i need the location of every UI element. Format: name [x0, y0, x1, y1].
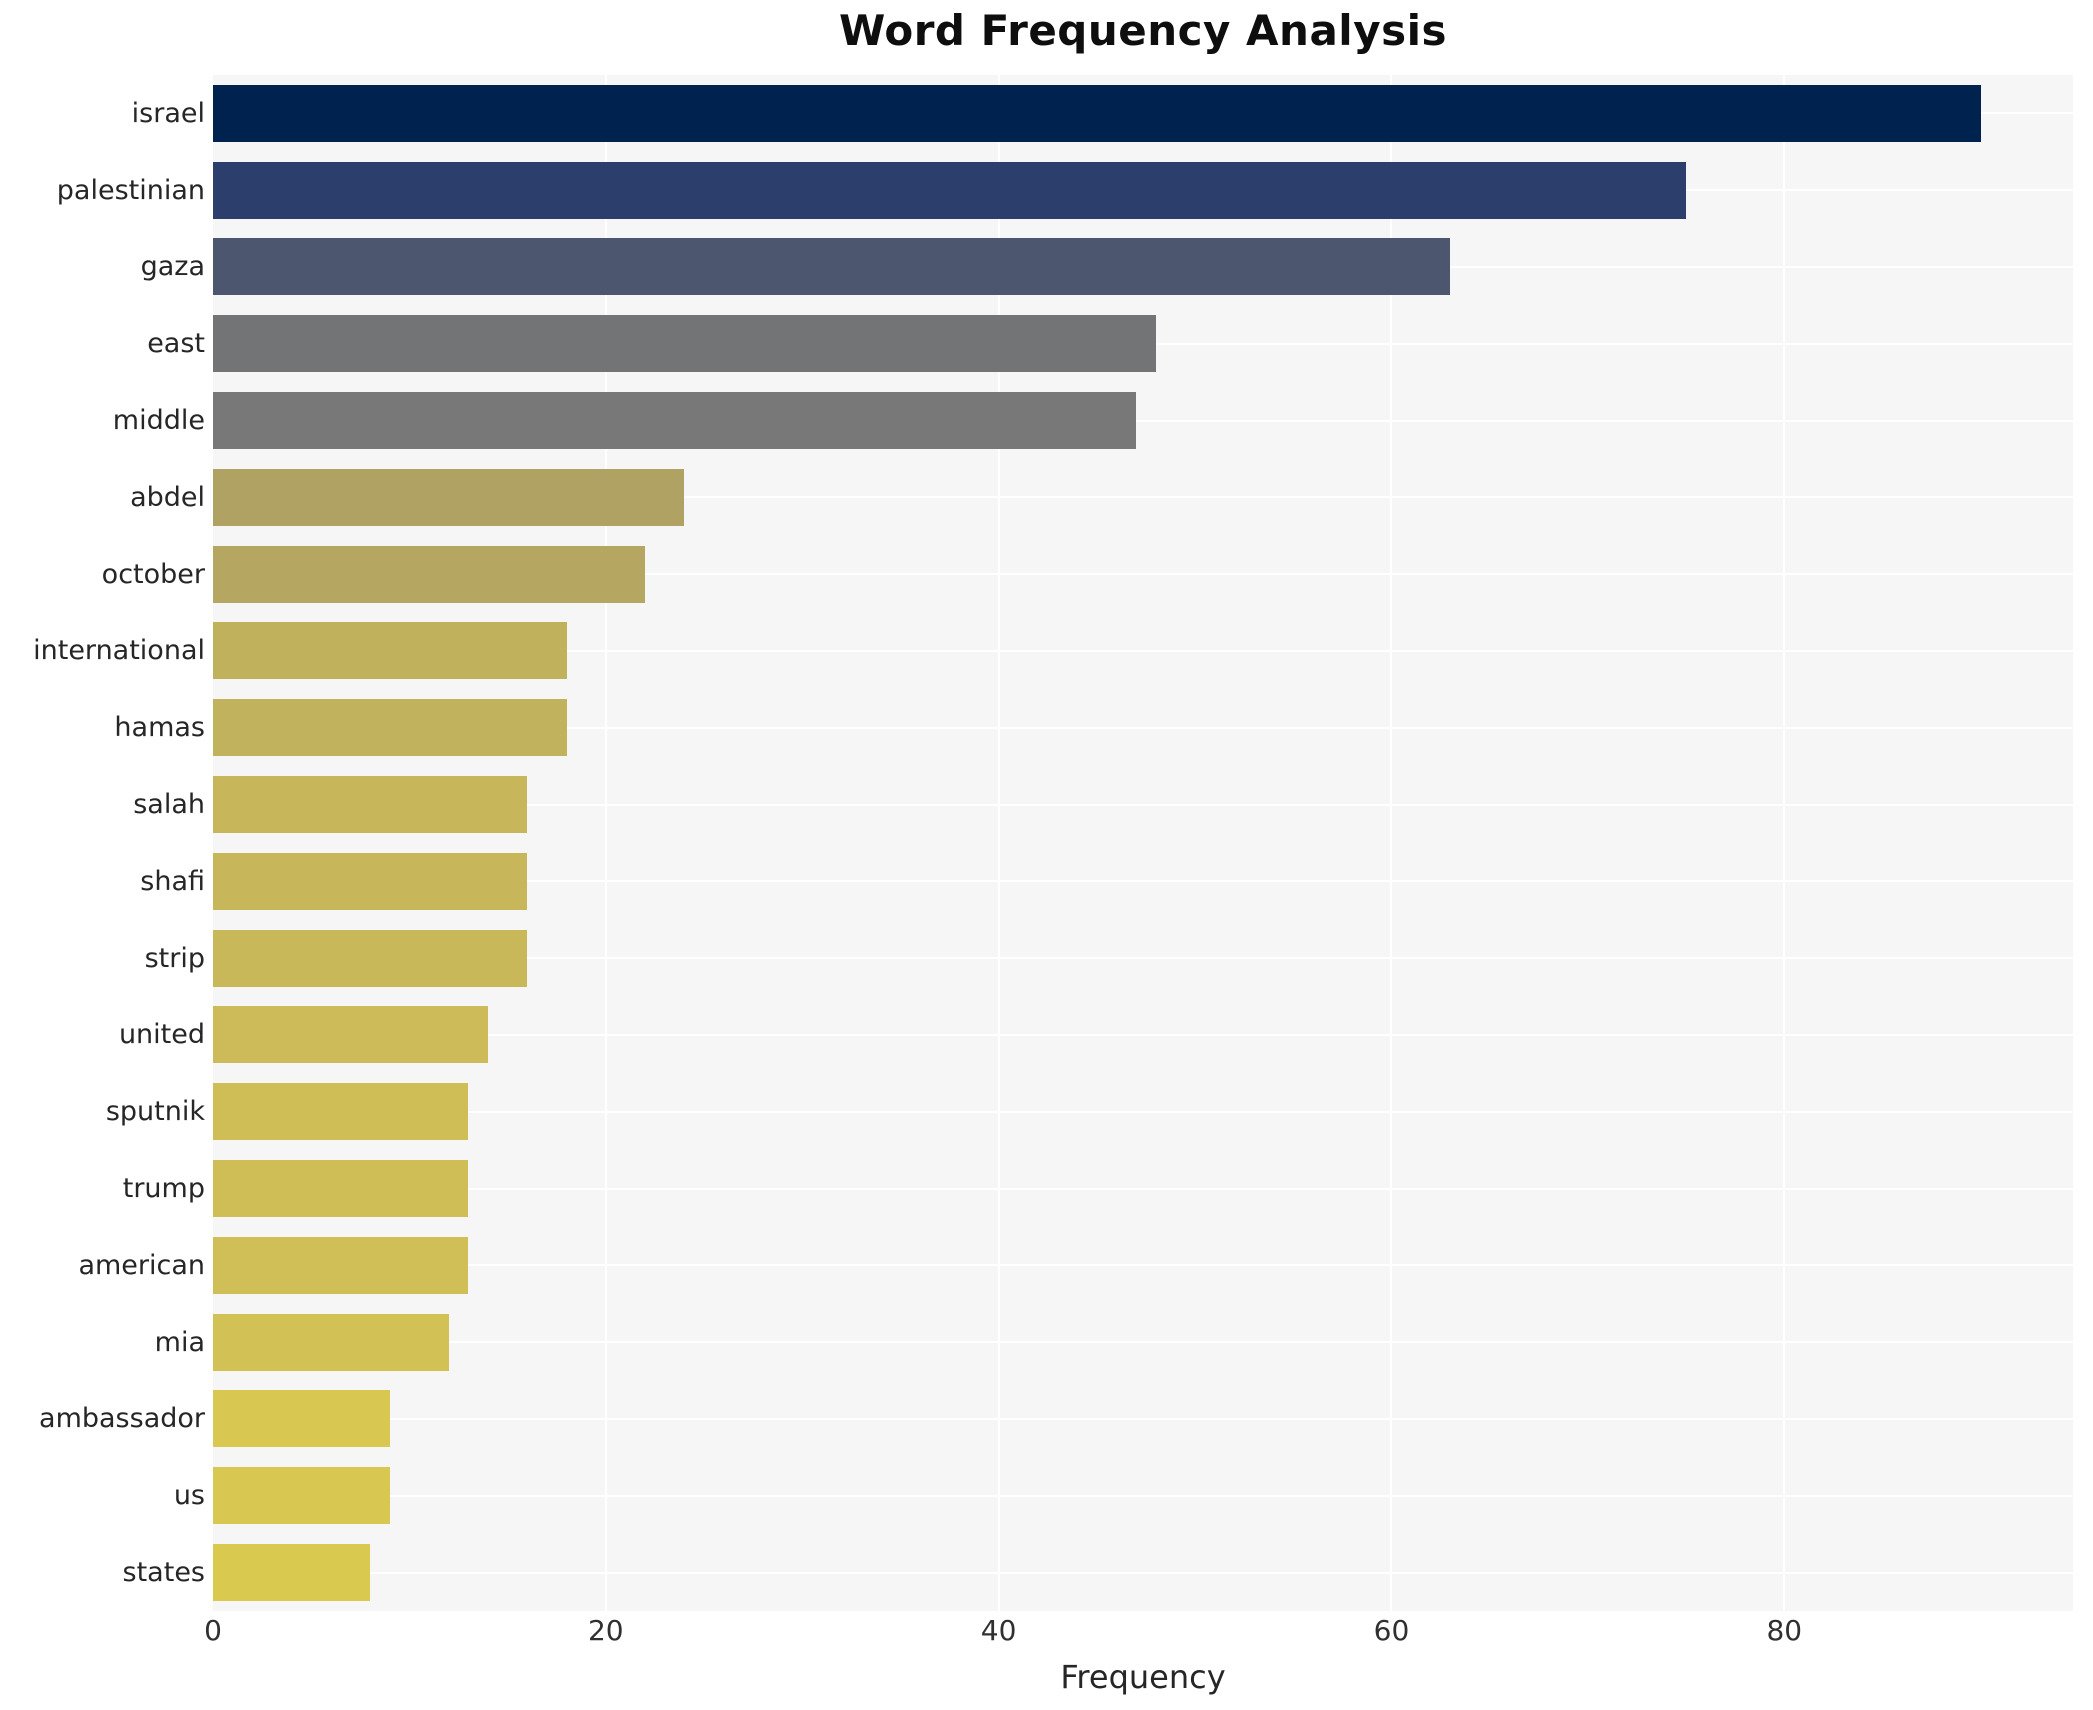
y-tick-label-shafi: shafi [140, 865, 205, 897]
y-tick-label-trump: trump [122, 1173, 205, 1205]
x-axis-label: Frequency [1060, 1658, 1226, 1696]
bar-row-east: east [0, 305, 2093, 382]
x-tick-label-80: 80 [1766, 1614, 1803, 1647]
y-tick-label-east: east [147, 328, 205, 360]
bar-row-palestinian: palestinian [0, 152, 2093, 229]
horizontal-gridline [213, 1418, 2073, 1420]
bar-strip [213, 929, 528, 987]
horizontal-gridline [213, 1187, 2073, 1190]
bar-hamas [213, 699, 567, 757]
x-axis-ticks: 0 20 40 60 80 [204, 1614, 2073, 1654]
horizontal-gridline [213, 1264, 2073, 1267]
y-tick-label-abdel: abdel [130, 481, 205, 513]
bar-states [213, 1544, 371, 1602]
bar-middle [213, 392, 1137, 450]
vertical-gridline [1783, 75, 1786, 1611]
bar-trump [213, 1160, 469, 1218]
x-tick-label-40: 40 [980, 1614, 1017, 1647]
y-tick-label-october: october [101, 558, 205, 590]
bar-american [213, 1236, 469, 1294]
bar-row-trump: trump [0, 1150, 2093, 1227]
bar-october [213, 545, 646, 603]
y-tick-label-us: us [173, 1480, 205, 1512]
y-tick-label-united: united [118, 1019, 205, 1051]
horizontal-gridline [213, 1341, 2073, 1344]
bar-row-strip: strip [0, 920, 2093, 997]
horizontal-gridline [213, 803, 2073, 806]
bar-row-mia: mia [0, 1304, 2093, 1381]
bar-east [213, 315, 1156, 373]
y-tick-label-sputnik: sputnik [105, 1096, 205, 1128]
bar-row-middle: middle [0, 382, 2093, 459]
bar-row-us: us [0, 1457, 2093, 1534]
bar-israel [213, 84, 1981, 142]
bar-salah [213, 776, 528, 834]
y-tick-label-gaza: gaza [140, 251, 205, 283]
bar-united [213, 1006, 488, 1064]
bar-row-international: international [0, 613, 2093, 690]
vertical-gridline [1390, 75, 1393, 1611]
y-tick-label-american: american [78, 1249, 205, 1281]
chart-title: Word Frequency Analysis [839, 6, 1447, 55]
y-tick-label-strip: strip [144, 942, 205, 974]
bar-international [213, 622, 567, 680]
bar-row-gaza: gaza [0, 229, 2093, 306]
y-tick-label-states: states [122, 1557, 205, 1589]
horizontal-gridline [213, 957, 2073, 960]
horizontal-gridline [213, 880, 2073, 883]
bar-row-hamas: hamas [0, 689, 2093, 766]
y-tick-label-palestinian: palestinian [56, 174, 205, 206]
horizontal-gridline [213, 1571, 2073, 1574]
horizontal-gridline [213, 1110, 2073, 1113]
bar-gaza [213, 238, 1451, 296]
x-tick-label-0: 0 [204, 1614, 222, 1647]
x-tick-label-20: 20 [587, 1614, 624, 1647]
bar-row-israel: israel [0, 75, 2093, 152]
bar-row-abdel: abdel [0, 459, 2093, 536]
vertical-gridline [997, 75, 1000, 1611]
bar-mia [213, 1313, 449, 1371]
horizontal-gridline [213, 650, 2073, 652]
y-tick-label-ambassador: ambassador [39, 1403, 205, 1435]
bar-shafi [213, 852, 528, 910]
horizontal-gridline [213, 419, 2073, 422]
y-tick-label-international: international [33, 635, 205, 667]
horizontal-gridline [213, 573, 2073, 576]
horizontal-gridline [213, 1494, 2073, 1497]
bar-palestinian [213, 161, 1687, 219]
y-tick-label-salah: salah [133, 789, 205, 821]
y-tick-label-mia: mia [154, 1326, 205, 1358]
bar-row-sputnik: sputnik [0, 1073, 2093, 1150]
bar-sputnik [213, 1083, 469, 1141]
horizontal-gridline [213, 496, 2073, 499]
bar-row-united: united [0, 997, 2093, 1074]
bar-row-salah: salah [0, 766, 2093, 843]
bar-ambassador [213, 1390, 390, 1448]
y-tick-label-hamas: hamas [114, 712, 205, 744]
bar-abdel [213, 468, 685, 526]
bar-row-states: states [0, 1534, 2093, 1611]
bar-row-ambassador: ambassador [0, 1381, 2093, 1458]
bar-us [213, 1467, 390, 1525]
bar-row-october: october [0, 536, 2093, 613]
y-tick-label-israel: israel [131, 97, 205, 129]
bar-rows: israel palestinian gaza east middle abdel octo… [0, 75, 2093, 1611]
vertical-gridline [604, 75, 607, 1611]
x-tick-label-60: 60 [1373, 1614, 1410, 1647]
horizontal-gridline [213, 1034, 2073, 1036]
bar-row-american: american [0, 1227, 2093, 1304]
y-tick-label-middle: middle [112, 405, 205, 437]
bar-row-shafi: shafi [0, 843, 2093, 920]
horizontal-gridline [213, 726, 2073, 729]
